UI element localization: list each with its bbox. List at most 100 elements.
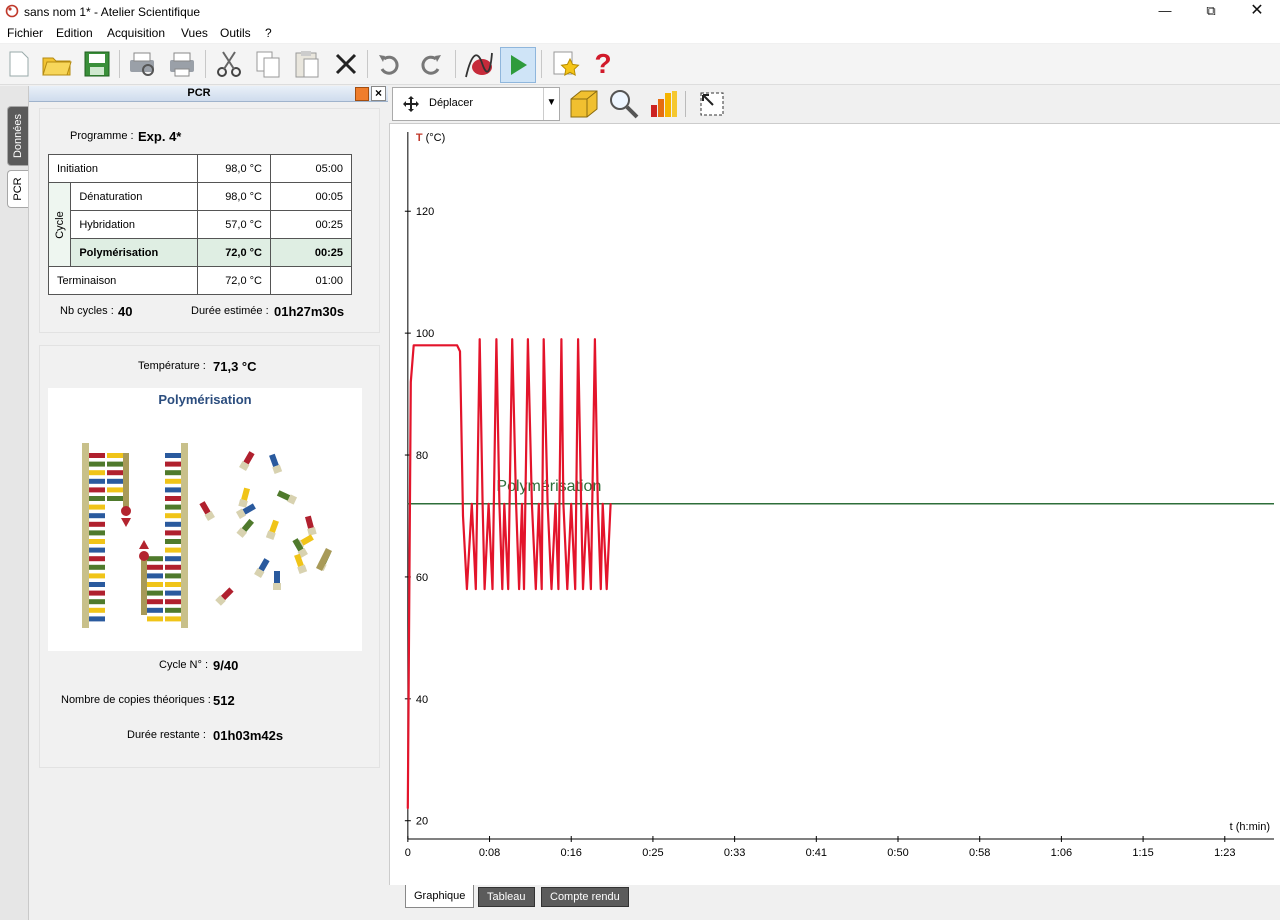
table-row-polymerisation[interactable]: Polymérisation 72,0 °C 00:25 bbox=[49, 238, 352, 267]
data-point bbox=[540, 588, 543, 590]
base-pair bbox=[89, 496, 105, 501]
copy-button[interactable] bbox=[251, 47, 285, 81]
zoom-button[interactable] bbox=[607, 87, 641, 121]
paste-button[interactable] bbox=[290, 47, 324, 81]
print-preview-button[interactable] bbox=[125, 47, 159, 81]
sugar bbox=[297, 564, 308, 574]
menu-help[interactable]: ? bbox=[265, 26, 272, 40]
panel-float-button[interactable] bbox=[355, 87, 369, 101]
y-tick-label: 20 bbox=[416, 816, 428, 828]
menu-edition[interactable]: Edition bbox=[56, 26, 93, 40]
programme-value: Exp. 4* bbox=[138, 129, 182, 144]
data-point bbox=[586, 502, 588, 505]
tab-compte-rendu[interactable]: Compte rendu bbox=[541, 887, 629, 907]
tab-donnees[interactable]: Données bbox=[7, 106, 28, 166]
data-point bbox=[554, 502, 557, 505]
nucleotide-icon bbox=[199, 501, 215, 522]
close-window-button[interactable]: ✕ bbox=[1250, 2, 1264, 19]
polymerisation-illustration: Polymérisation bbox=[48, 388, 362, 651]
base-pair bbox=[89, 539, 105, 544]
title-bar: sans nom 1* - Atelier Scientifique — ⧉ ✕ bbox=[0, 0, 1280, 24]
cut-button[interactable] bbox=[212, 47, 246, 81]
base-pair bbox=[147, 564, 163, 570]
base-pair bbox=[165, 521, 181, 527]
programme-label: Programme : bbox=[70, 130, 134, 142]
copy-icon bbox=[256, 51, 280, 78]
table-row-denaturation[interactable]: Cycle Dénaturation 98,0 °C 00:05 bbox=[47, 182, 352, 267]
delete-button[interactable] bbox=[329, 47, 363, 81]
acquisition-settings-button[interactable] bbox=[462, 47, 496, 81]
tab-tableau[interactable]: Tableau bbox=[478, 887, 535, 907]
base-pair bbox=[165, 616, 181, 622]
data-point bbox=[557, 588, 560, 590]
temperature-chart[interactable]: T (°C) t (h:min) 20 40 60 80 100 120 0 0:08 0:16 0… bbox=[390, 124, 1280, 886]
maximize-button[interactable]: ⧉ bbox=[1206, 3, 1216, 18]
data-point bbox=[580, 502, 582, 505]
table-row-initiation[interactable]: Initiation 98,0 °C 05:00 bbox=[48, 154, 352, 183]
base-pair bbox=[147, 556, 163, 562]
base bbox=[243, 451, 255, 465]
pcr-panel-header: PCR × bbox=[29, 86, 388, 102]
new-document-button[interactable] bbox=[2, 47, 36, 81]
table-row-hybridation[interactable]: Hybridation 57,0 °C 00:25 bbox=[49, 210, 352, 239]
pcr-panel: PCR × Programme : Exp. 4* Initiation 98,… bbox=[29, 86, 388, 920]
favorites-button[interactable] bbox=[549, 47, 583, 81]
duree-restante-label: Durée restante : bbox=[127, 729, 206, 741]
side-tabs: Données PCR bbox=[0, 86, 29, 920]
base-pair bbox=[89, 590, 105, 596]
minimize-button[interactable]: — bbox=[1158, 3, 1172, 18]
undo-button[interactable] bbox=[372, 47, 406, 81]
data-point bbox=[574, 588, 576, 590]
redo-button[interactable] bbox=[414, 47, 448, 81]
save-button[interactable] bbox=[80, 47, 114, 81]
chart-style-button[interactable] bbox=[647, 87, 681, 121]
tab-graphique[interactable]: Graphique bbox=[405, 885, 475, 908]
open-button[interactable] bbox=[40, 47, 74, 81]
sugar bbox=[236, 527, 248, 538]
temperature-label: Température : bbox=[138, 360, 206, 372]
polymerase-icon bbox=[139, 551, 149, 561]
panel-close-button[interactable]: × bbox=[371, 86, 386, 101]
chevron-down-icon[interactable]: ▼ bbox=[543, 88, 559, 120]
base bbox=[304, 515, 314, 529]
table-row-terminaison[interactable]: Terminaison 72,0 °C 01:00 bbox=[48, 266, 352, 295]
print-button[interactable] bbox=[165, 47, 199, 81]
data-point bbox=[594, 338, 596, 341]
graph-toolbar: Déplacer ▼ bbox=[389, 86, 1280, 122]
open-folder-icon bbox=[42, 57, 72, 76]
temperature-curve bbox=[406, 338, 612, 809]
graph-area[interactable]: T (°C) t (h:min) 20 40 60 80 100 120 0 0:08 0:16 0… bbox=[389, 123, 1280, 886]
autoscale-button[interactable] bbox=[695, 87, 729, 121]
help-button[interactable]: ? bbox=[586, 47, 620, 81]
base-pair bbox=[89, 599, 105, 605]
data-point bbox=[570, 502, 573, 505]
autoscale-icon bbox=[700, 92, 724, 116]
tab-pcr[interactable]: PCR bbox=[7, 170, 28, 208]
base-pair bbox=[89, 478, 105, 484]
nucleotide-icon bbox=[239, 451, 255, 472]
data-point bbox=[518, 588, 520, 590]
dna-fragment bbox=[316, 548, 332, 571]
step-temp: 72,0 °C bbox=[197, 266, 271, 295]
data-point bbox=[507, 588, 510, 590]
cycle-label: Cycle bbox=[53, 210, 66, 239]
nucleotide-icon bbox=[269, 453, 283, 474]
base bbox=[300, 534, 314, 546]
sugar bbox=[215, 595, 226, 606]
menu-outils[interactable]: Outils bbox=[220, 26, 251, 40]
menu-acquisition[interactable]: Acquisition bbox=[107, 26, 166, 40]
x-tick-label: 0:41 bbox=[806, 847, 827, 859]
base bbox=[269, 519, 279, 534]
mode-select[interactable]: Déplacer ▼ bbox=[392, 87, 560, 121]
play-icon bbox=[511, 55, 527, 75]
start-acquisition-button[interactable] bbox=[500, 47, 536, 83]
data-point bbox=[560, 338, 563, 341]
data-point bbox=[515, 502, 517, 505]
menu-fichier[interactable]: Fichier bbox=[7, 26, 44, 40]
data-point bbox=[546, 502, 549, 505]
base-pair bbox=[165, 530, 181, 536]
data-point bbox=[462, 515, 464, 517]
3d-box-button[interactable] bbox=[567, 87, 601, 121]
base bbox=[199, 501, 211, 515]
menu-vues[interactable]: Vues bbox=[181, 26, 208, 40]
